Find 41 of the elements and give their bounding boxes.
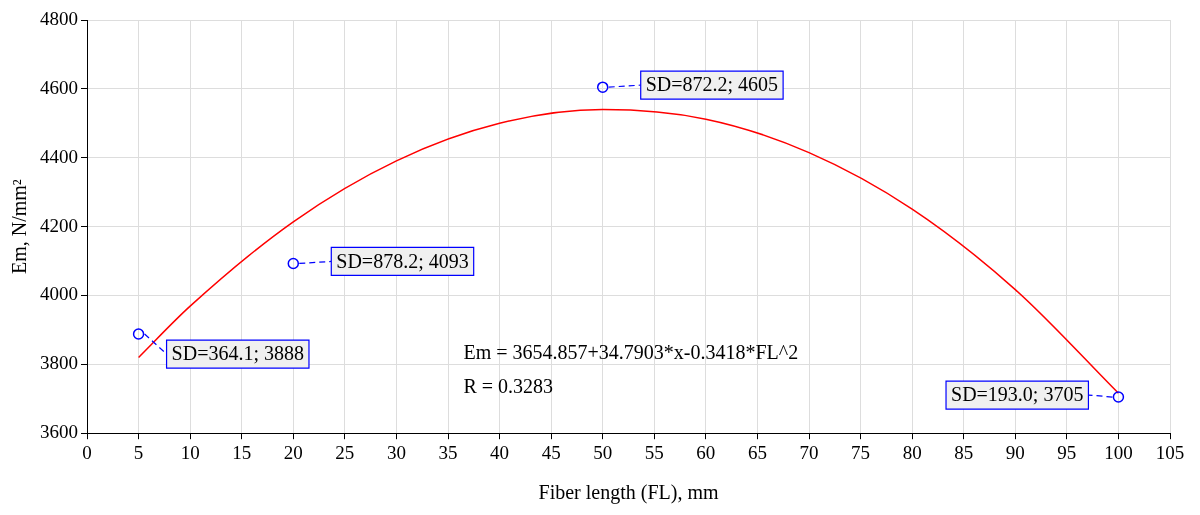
- y-tick-label: 3600: [40, 421, 78, 443]
- x-tick-label: 75: [851, 441, 871, 463]
- x-tick-label: 5: [133, 441, 144, 463]
- y-tick-label: 4000: [40, 283, 78, 305]
- point: [132, 328, 145, 340]
- annotation: SD=878.2; 4093: [336, 249, 469, 272]
- x-tick-label: 90: [1005, 441, 1025, 463]
- y-tick-label: 3800: [40, 352, 78, 374]
- x-tick-label: 70: [799, 441, 819, 463]
- annotation: SD=364.1; 3888: [171, 342, 304, 365]
- x-tick-label: 60: [696, 441, 716, 463]
- annotation: Em = 3654.857+34.7903*x-0.3418*FL^2: [463, 341, 799, 364]
- y-axis-title: Em, N/mm²: [8, 179, 31, 275]
- annotation: SD=872.2; 4605: [645, 73, 779, 96]
- x-tick-label: 65: [747, 441, 767, 463]
- x-tick-label: 100: [1104, 441, 1133, 463]
- x-tick-label: 50: [593, 441, 613, 463]
- x-tick-label: 85: [954, 441, 974, 463]
- y-tick-label: 4600: [40, 76, 78, 98]
- point: [287, 257, 300, 270]
- y-tick-label: 4800: [40, 7, 78, 29]
- x-tick-label: 20: [283, 441, 303, 463]
- x-tick-label: 0: [82, 441, 92, 463]
- y-tick-label: 4200: [40, 214, 78, 236]
- x-tick-label: 55: [644, 441, 664, 463]
- x-tick-label: 30: [386, 441, 406, 463]
- x-tick-label: 40: [490, 441, 510, 463]
- x-tick-label: 10: [180, 441, 200, 463]
- x-tick-label: 80: [902, 441, 922, 463]
- x-tick-label: 35: [438, 441, 458, 463]
- x-tick-label: 45: [541, 441, 561, 463]
- x-axis-title: Fiber length (FL), mm: [538, 481, 719, 505]
- annotation: SD=193.0; 3705: [951, 383, 1084, 406]
- point: [596, 81, 609, 93]
- x-tick-label: 25: [335, 441, 355, 463]
- y-tick-label: 4400: [40, 145, 78, 167]
- annotation: R = 0.3283: [463, 375, 554, 398]
- x-tick-label: 105: [1155, 441, 1185, 463]
- point: [1112, 391, 1125, 403]
- x-tick-label: 95: [1057, 441, 1077, 463]
- x-tick-label: 15: [232, 441, 252, 463]
